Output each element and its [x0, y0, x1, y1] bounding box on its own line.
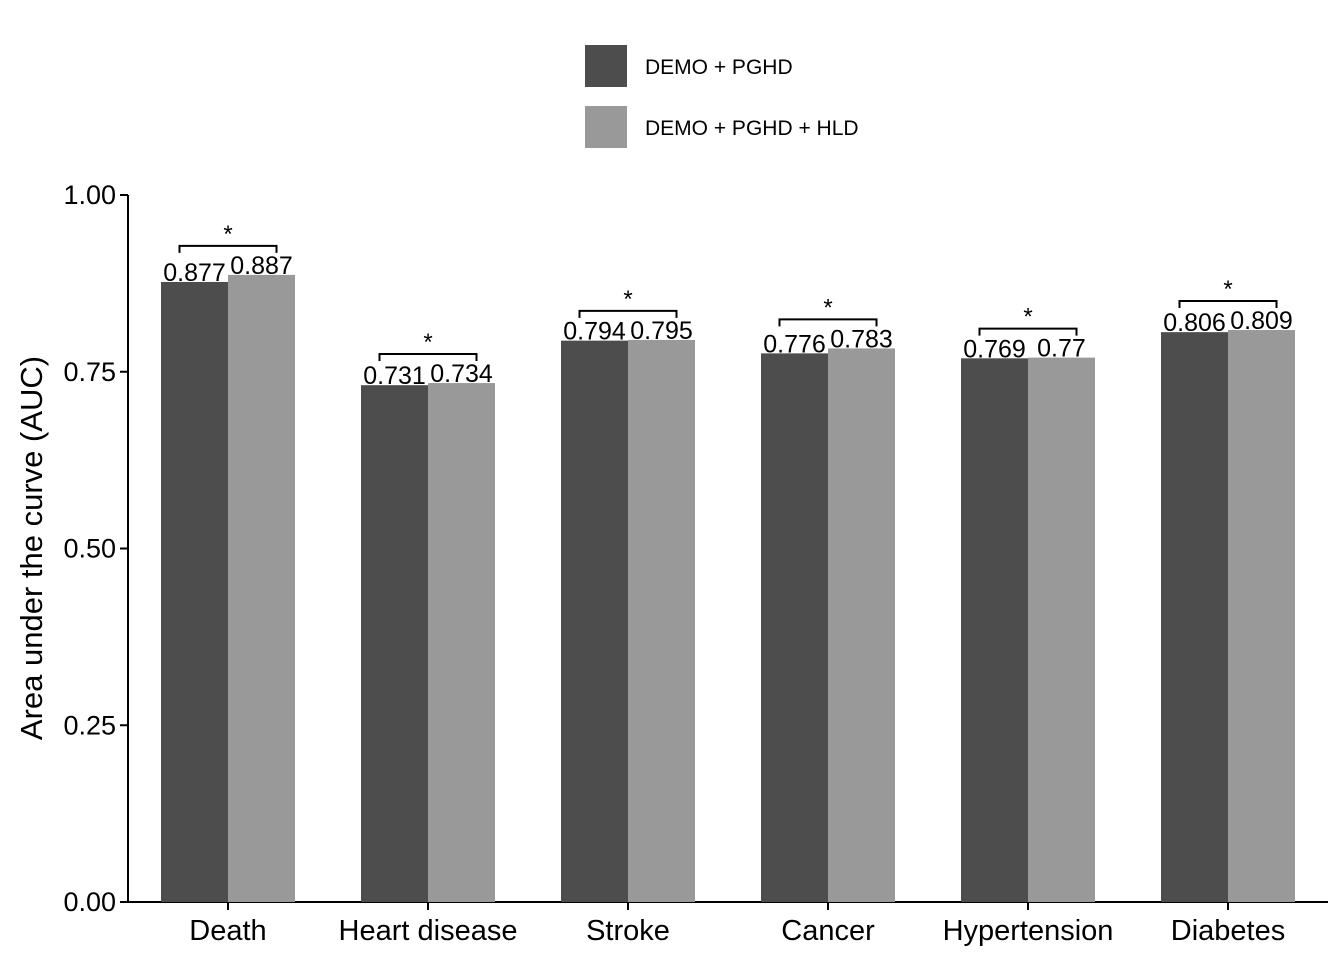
value-label: 0.734: [430, 360, 493, 388]
bar: [961, 358, 1028, 902]
legend: DEMO + PGHD DEMO + PGHD + HLD: [585, 45, 859, 148]
bar: [1161, 332, 1228, 903]
value-labels: 0.877 0.887 0.731 0.734 0.794 0.795 0.776 0.783…: [163, 252, 1293, 390]
bar: [161, 281, 228, 902]
x-tick-label: Heart disease: [339, 915, 518, 947]
x-tick-label: Cancer: [781, 915, 875, 947]
value-label: 0.783: [830, 325, 893, 353]
legend-label: DEMO + PGHD: [645, 56, 793, 79]
significance-marker: *: [223, 221, 232, 248]
significance-marker: *: [423, 329, 432, 356]
x-tick-label: Stroke: [586, 915, 670, 947]
value-label: 0.795: [630, 317, 693, 345]
x-tick-label: Hypertension: [943, 915, 1114, 947]
bar: [1028, 357, 1095, 902]
value-label: 0.809: [1230, 307, 1293, 335]
bar: [361, 385, 428, 903]
significance-marker: *: [1023, 304, 1032, 331]
legend-swatch: [585, 106, 627, 148]
bars: [161, 274, 1295, 903]
significance-bracket: [978, 327, 1078, 336]
x-tick-label: Diabetes: [1171, 915, 1285, 947]
significance-bracket: [378, 353, 478, 362]
significance-bracket: [578, 309, 678, 318]
bar: [628, 339, 695, 902]
legend-label: DEMO + PGHD + HLD: [645, 117, 859, 140]
bar: [228, 274, 295, 902]
value-label: 0.731: [363, 362, 426, 390]
x-axis: Death Heart disease Stroke Cancer Hypertensi…: [128, 901, 1328, 947]
bar: [1228, 330, 1295, 902]
value-label: 0.794: [563, 318, 626, 346]
bar: [561, 340, 628, 903]
significance-marker: *: [623, 286, 632, 313]
value-label: 0.77: [1037, 335, 1086, 363]
bar: [428, 383, 495, 902]
y-tick-label: 0.50: [63, 534, 116, 564]
significance-marker: *: [823, 294, 832, 321]
value-label: 0.887: [230, 252, 293, 280]
y-tick-label: 0.75: [63, 357, 116, 387]
y-tick-label: 0.25: [63, 710, 116, 740]
significance-bracket: [1178, 300, 1278, 309]
legend-swatch: [585, 45, 627, 87]
value-label: 0.806: [1163, 309, 1226, 337]
significance-marker: *: [1223, 276, 1232, 303]
bar: [761, 353, 828, 902]
significance-brackets: * * * * * *: [178, 221, 1278, 362]
bar: [828, 348, 895, 902]
y-axis: 0.00 0.25 0.50 0.75 1.00: [63, 180, 129, 917]
x-tick-label: Death: [189, 915, 266, 947]
value-label: 0.776: [763, 330, 826, 358]
significance-bracket: [178, 244, 278, 253]
value-label: 0.877: [163, 259, 226, 287]
value-label: 0.769: [963, 335, 1026, 363]
y-axis-title: Area under the curve (AUC): [14, 356, 49, 740]
y-tick-label: 1.00: [63, 180, 116, 210]
significance-bracket: [778, 318, 878, 327]
y-tick-label: 0.00: [63, 887, 116, 917]
